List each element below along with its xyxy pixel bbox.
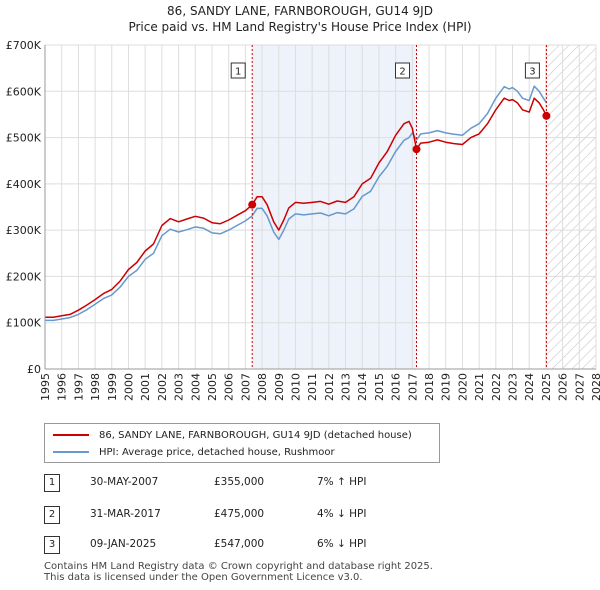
hatched-future-region (546, 45, 596, 369)
sale-marker-box (230, 62, 246, 79)
series-line-hpi (45, 85, 548, 322)
sale-marker-box (395, 62, 411, 79)
shaded-ownership-period (252, 45, 417, 369)
sale-hpi: 7% ↑ HPI (317, 476, 367, 488)
x-tick-label: 1995 (39, 373, 52, 401)
x-tick-label: 2024 (523, 373, 536, 401)
x-tick-label: 2003 (173, 373, 186, 401)
x-tick-label: 2001 (139, 373, 152, 401)
x-tick-label: 1996 (56, 373, 69, 401)
sale-marker-label: 3 (529, 67, 535, 78)
x-tick-label: 1998 (89, 373, 102, 401)
x-tick-label: 2004 (189, 373, 202, 401)
x-tick-label: 2026 (557, 373, 570, 401)
legend-item-hpi: HPI: Average price, detached house, Rush… (53, 445, 335, 459)
x-tick-label: 2007 (239, 373, 252, 401)
sale-badge: 2 (44, 506, 60, 524)
price-chart: 1 2 3 £0 £100K £200K £300K £400K £500K £600K £700… (6, 39, 600, 401)
x-tick-label: 2008 (256, 373, 269, 401)
sale-point (542, 111, 551, 120)
sale-price: £547,000 (214, 538, 265, 550)
x-tick-label: 2002 (156, 373, 169, 401)
x-tick-label: 2013 (340, 373, 353, 401)
x-tick-label: 2000 (122, 373, 135, 401)
sale-hpi: 4% ↓ HPI (317, 508, 367, 520)
sale-marker-label: 1 (235, 67, 241, 78)
x-tick-label: 2018 (423, 373, 436, 401)
chart-title: 86, SANDY LANE, FARNBOROUGH, GU14 9JD (167, 4, 433, 18)
x-tick-label: 2014 (356, 373, 369, 401)
x-tick-label: 2016 (390, 373, 403, 401)
x-tick-label: 2023 (507, 373, 520, 401)
y-tick-label: £100K (6, 317, 42, 330)
x-tick-label: 1999 (106, 373, 119, 401)
legend-swatch-hpi (53, 451, 89, 453)
y-tick-label: £400K (6, 178, 42, 191)
footer-copyright: Contains HM Land Registry data © Crown c… (44, 561, 433, 572)
x-tick-label: 2025 (540, 373, 553, 401)
legend: 86, SANDY LANE, FARNBOROUGH, GU14 9JD (d… (44, 423, 440, 463)
sale-badge: 3 (44, 536, 60, 554)
sale-point (248, 200, 257, 209)
y-tick-label: £600K (6, 85, 42, 98)
y-tick-label: £0 (27, 363, 41, 376)
legend-swatch-property (53, 434, 89, 436)
series-line-property (45, 97, 548, 318)
x-tick-label: 2006 (223, 373, 236, 401)
sale-date: 09-JAN-2025 (90, 538, 157, 550)
x-tick-label: 2010 (289, 373, 302, 401)
x-tick-label: 2015 (373, 373, 386, 401)
x-tick-label: 2019 (440, 373, 453, 401)
x-tick-label: 2012 (323, 373, 336, 401)
x-tick-label: 2022 (490, 373, 503, 401)
x-tick-label: 2020 (456, 373, 469, 401)
sale-price: £355,000 (214, 476, 265, 488)
legend-label-property: 86, SANDY LANE, FARNBOROUGH, GU14 9JD (d… (99, 429, 412, 441)
sale-date: 31-MAR-2017 (90, 508, 161, 520)
x-tick-label: 1997 (72, 373, 85, 401)
legend-label-hpi: HPI: Average price, detached house, Rush… (99, 446, 335, 458)
footer: Contains HM Land Registry data © Crown c… (44, 561, 433, 583)
y-tick-label: £700K (6, 39, 42, 52)
x-tick-label: 2005 (206, 373, 219, 401)
x-tick-label: 2017 (406, 373, 419, 401)
sale-price: £475,000 (214, 508, 265, 520)
x-tick-label: 2027 (573, 373, 586, 401)
x-tick-label: 2009 (273, 373, 286, 401)
x-tick-label: 2028 (590, 373, 600, 401)
footer-licence: This data is licensed under the Open Gov… (44, 572, 363, 583)
sale-marker-label: 2 (399, 67, 405, 78)
x-tick-label: 2011 (306, 373, 319, 401)
x-tick-label: 2021 (473, 373, 486, 401)
sale-date: 30-MAY-2007 (90, 476, 159, 488)
legend-item-property: 86, SANDY LANE, FARNBOROUGH, GU14 9JD (d… (53, 428, 412, 442)
y-tick-label: £200K (6, 270, 42, 283)
sale-marker-box (524, 62, 540, 79)
y-tick-label: £300K (6, 224, 42, 237)
sale-point (412, 145, 421, 154)
chart-subtitle: Price paid vs. HM Land Registry's House … (128, 20, 472, 34)
y-tick-label: £500K (6, 132, 42, 145)
sale-badge: 1 (44, 474, 60, 492)
sale-hpi: 6% ↓ HPI (317, 538, 367, 550)
